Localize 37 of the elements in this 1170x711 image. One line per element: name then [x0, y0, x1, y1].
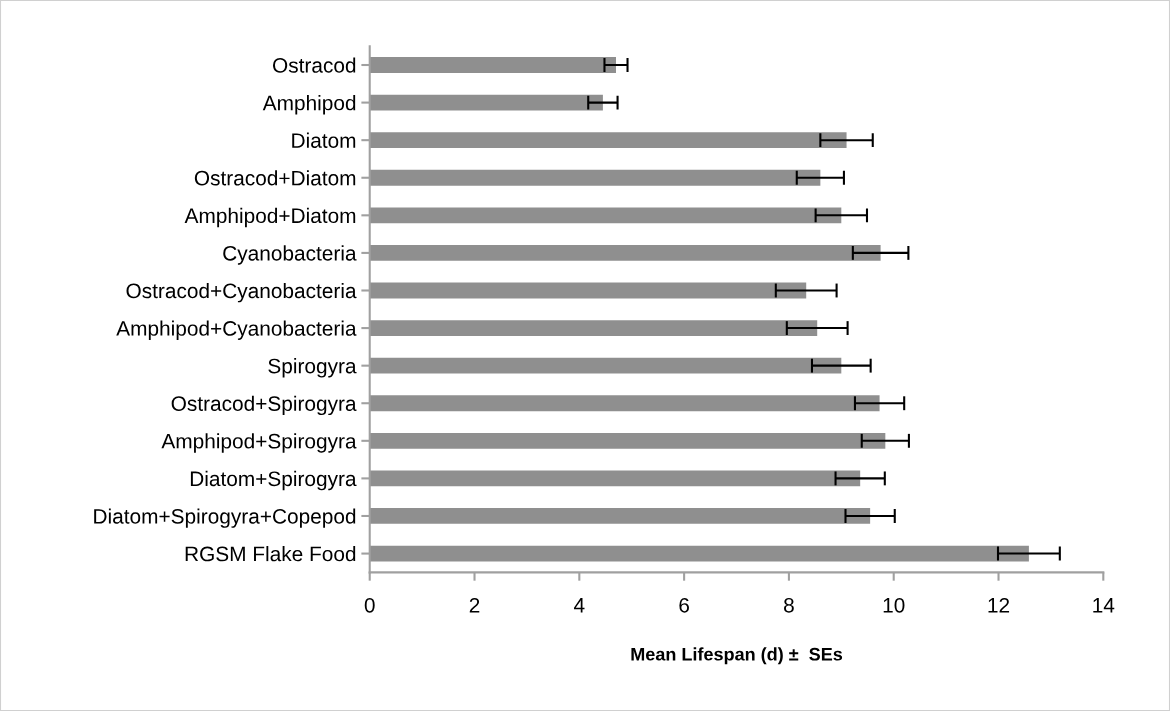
y-tick-label: Ostracod+Diatom [194, 170, 356, 186]
x-tick-label: 6 [679, 597, 689, 613]
x-tick-label: 8 [784, 597, 794, 613]
y-tick-label: Diatom+Spirogyra [190, 470, 357, 491]
y-tick-label: Ostracod [272, 57, 356, 73]
x-tick-label: 14 [1093, 598, 1115, 613]
y-tick-label: Amphipod+Diatom [184, 207, 356, 228]
bar [369, 132, 847, 149]
x-axis-title: Mean Lifespan (d) ± SEs [631, 647, 843, 665]
bar [369, 94, 603, 111]
bar [369, 432, 886, 449]
x-tick-label: 2 [469, 597, 480, 613]
y-tick-label: Cyanobacteria [223, 245, 357, 265]
x-tick-label: 4 [574, 598, 585, 613]
bar [369, 545, 1029, 562]
y-tick-label: Amphipod+Spirogyra [161, 433, 357, 453]
bar [369, 357, 842, 374]
y-tick-label: Amphipod+Cyanobacteria [116, 320, 357, 340]
y-tick-label: Amphipod [262, 95, 356, 115]
bar [369, 508, 871, 524]
y-tick-label: Diatom+Spirogyra+Copepod [94, 508, 356, 528]
y-tick-label: RGSM Flake Food [185, 546, 356, 562]
bar [369, 395, 880, 412]
bar [369, 57, 616, 73]
bar [369, 169, 821, 186]
x-tick-label: 12 [988, 597, 1010, 613]
bar [369, 282, 807, 299]
y-tick-label: Ostracod+Cyanobacteria [126, 282, 357, 303]
bar [369, 470, 861, 487]
bar [369, 207, 842, 224]
y-tick-label: Diatom [292, 132, 356, 148]
x-tick-label: 10 [883, 597, 905, 613]
y-tick-label: Spirogyra [268, 358, 357, 378]
y-tick-label: Ostracod+Spirogyra [171, 395, 357, 416]
x-tick-label: 0 [364, 597, 375, 613]
bar [369, 245, 881, 261]
bar [369, 320, 818, 336]
